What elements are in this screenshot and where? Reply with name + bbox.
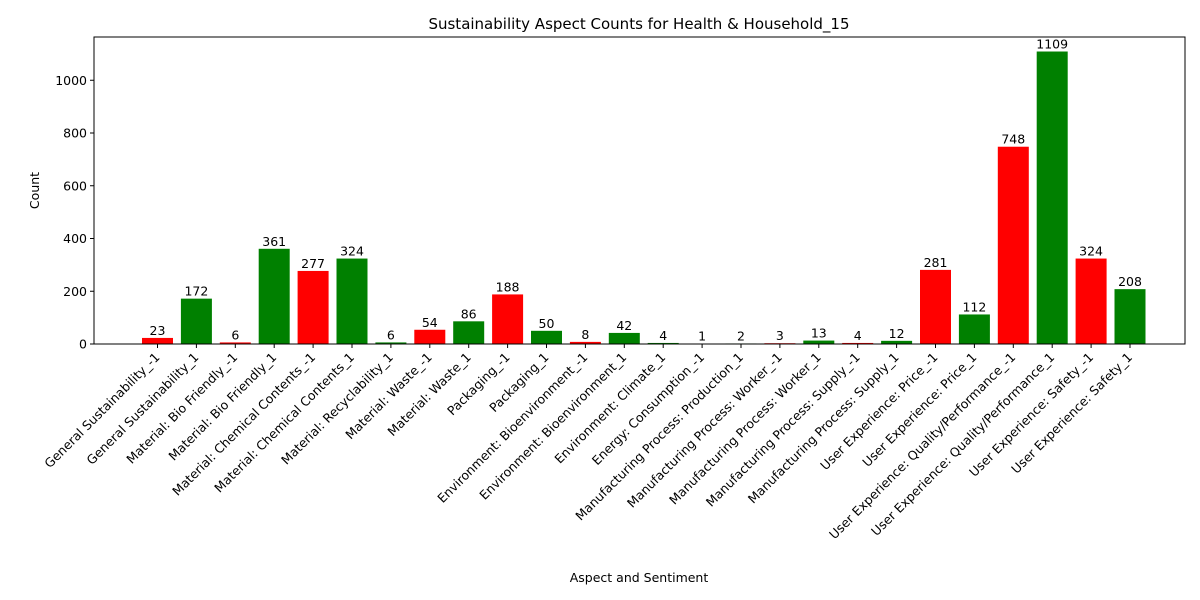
bar bbox=[1075, 258, 1107, 344]
data-label: 4 bbox=[659, 328, 667, 343]
bar bbox=[142, 337, 173, 344]
data-label: 281 bbox=[924, 255, 948, 270]
bar bbox=[608, 332, 640, 344]
data-label: 748 bbox=[1001, 132, 1025, 147]
data-label: 1 bbox=[698, 329, 706, 344]
bar bbox=[1114, 289, 1146, 344]
data-label: 2 bbox=[737, 328, 745, 343]
x-tick-label: Material: Chemical Contents_1 bbox=[211, 350, 357, 496]
data-label: 8 bbox=[581, 327, 589, 342]
bar bbox=[453, 321, 485, 344]
bar bbox=[531, 330, 562, 344]
bar bbox=[958, 314, 990, 344]
bars-group bbox=[142, 51, 1146, 344]
data-label: 324 bbox=[1079, 244, 1103, 259]
bar bbox=[997, 146, 1029, 344]
bar bbox=[219, 342, 251, 344]
y-tick-label: 200 bbox=[63, 284, 87, 299]
bar bbox=[336, 258, 368, 344]
bar bbox=[569, 341, 601, 344]
data-label: 54 bbox=[422, 315, 438, 330]
bar bbox=[258, 248, 290, 344]
data-label: 208 bbox=[1118, 274, 1142, 289]
y-tick-label: 600 bbox=[63, 178, 87, 193]
data-label: 277 bbox=[301, 256, 325, 271]
x-axis-label: Aspect and Sentiment bbox=[570, 570, 709, 585]
data-label: 6 bbox=[231, 327, 239, 342]
data-label: 1109 bbox=[1036, 37, 1068, 52]
data-label: 172 bbox=[184, 284, 208, 299]
bar bbox=[1036, 51, 1068, 344]
y-tick-label: 400 bbox=[63, 231, 87, 246]
data-label: 86 bbox=[461, 306, 477, 321]
bar bbox=[842, 342, 874, 344]
plot-frame bbox=[93, 36, 1186, 345]
chart-title: Sustainability Aspect Counts for Health … bbox=[428, 15, 849, 34]
bar bbox=[803, 340, 835, 344]
bar bbox=[647, 342, 679, 344]
x-tick-label: Material: Chemical Contents_-1 bbox=[169, 350, 318, 499]
bar bbox=[920, 269, 951, 344]
bar bbox=[414, 329, 446, 344]
data-label: 112 bbox=[962, 299, 986, 314]
data-label: 6 bbox=[387, 327, 395, 342]
data-label: 3 bbox=[776, 328, 784, 343]
data-label: 42 bbox=[616, 318, 632, 333]
data-label: 361 bbox=[262, 234, 286, 249]
data-label: 13 bbox=[811, 326, 827, 341]
y-axis-ticks: 0 200 400 600 800 1000 bbox=[55, 73, 94, 352]
data-label: 4 bbox=[854, 328, 862, 343]
y-tick-label: 800 bbox=[63, 126, 87, 141]
bar bbox=[297, 270, 329, 344]
y-tick-label: 1000 bbox=[55, 73, 87, 88]
bar bbox=[492, 294, 524, 344]
bar bbox=[881, 340, 913, 344]
data-label: 324 bbox=[340, 244, 364, 259]
data-label: 23 bbox=[150, 323, 166, 338]
bar bbox=[180, 298, 212, 344]
y-axis-label: Count bbox=[27, 172, 42, 209]
data-label: 12 bbox=[889, 326, 905, 341]
data-label: 50 bbox=[539, 316, 555, 331]
y-tick-label: 0 bbox=[79, 337, 87, 352]
bar bbox=[375, 342, 407, 344]
data-label: 188 bbox=[496, 279, 520, 294]
